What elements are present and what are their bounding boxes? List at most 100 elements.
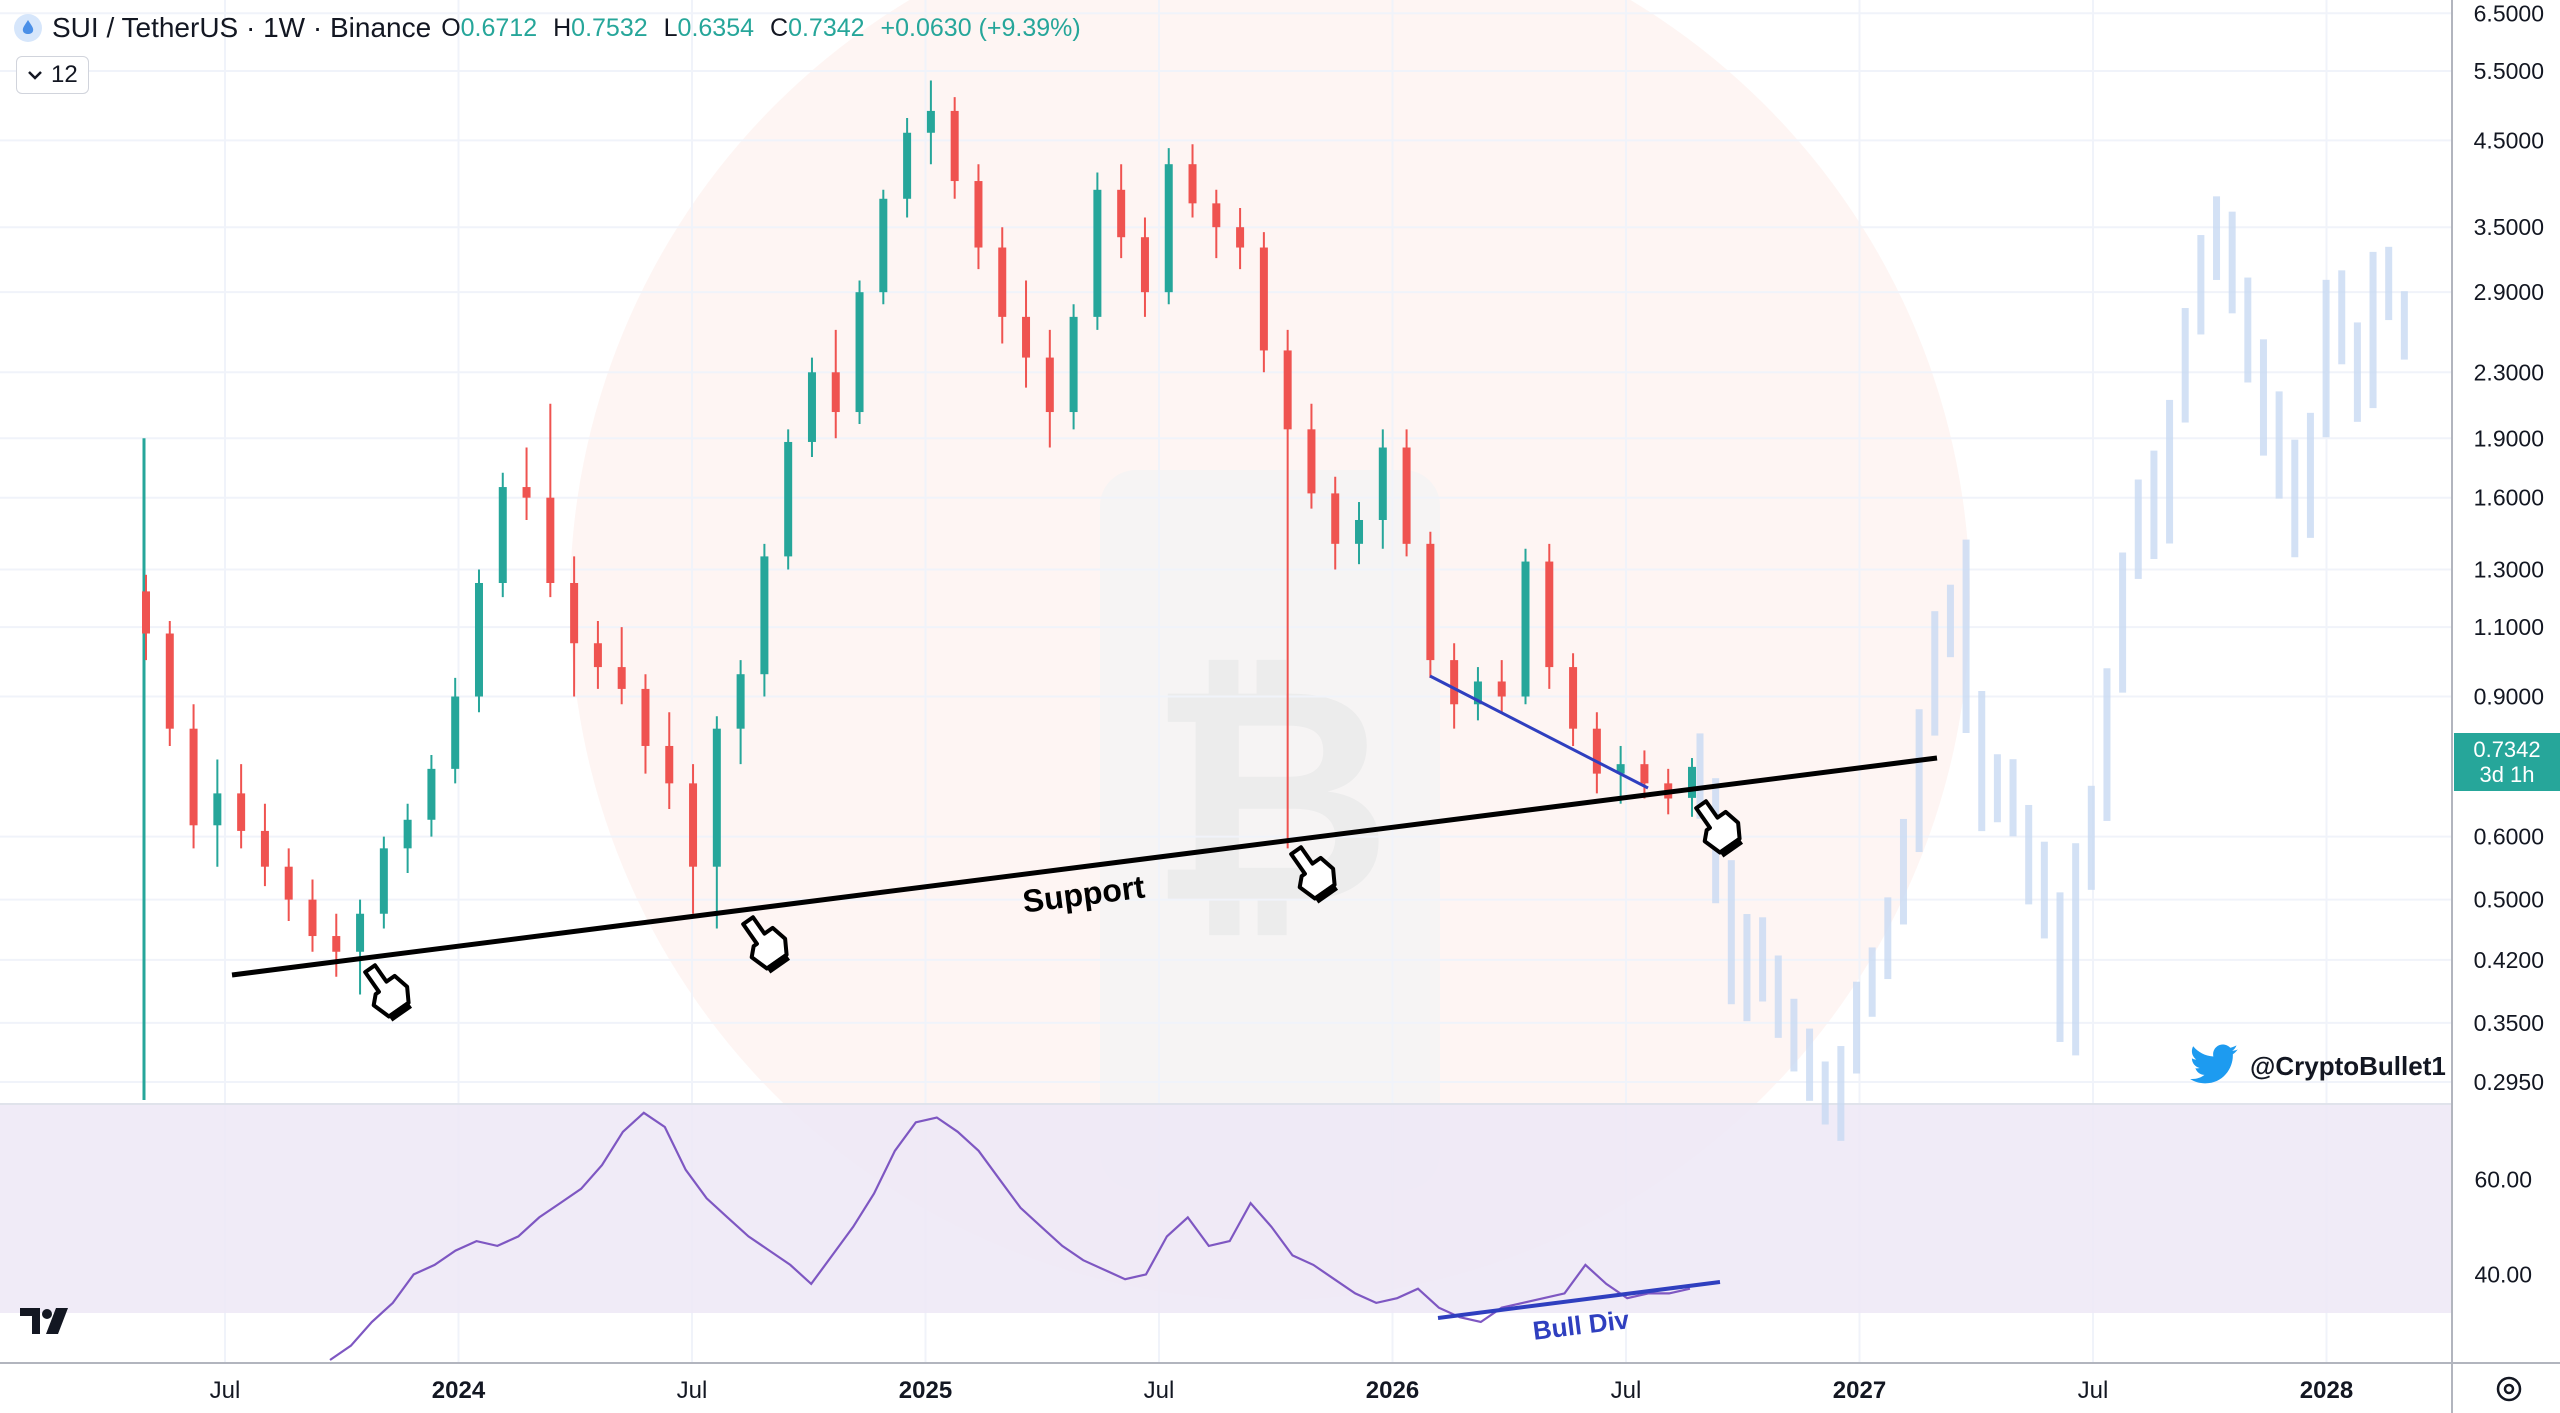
- indicators-toggle-button[interactable]: 12: [16, 56, 89, 94]
- support-line[interactable]: [231, 755, 1938, 978]
- time-tick-label: Jul: [210, 1377, 241, 1404]
- candle-body: [427, 768, 436, 820]
- candle-body: [831, 372, 840, 413]
- projection-bar: [2385, 246, 2393, 321]
- time-tick-label: 2028: [2300, 1377, 2353, 1404]
- candle-body: [403, 819, 412, 849]
- low-label: L: [663, 13, 678, 42]
- price-tick-label: 0.9000: [2474, 684, 2544, 710]
- settings-icon[interactable]: [2494, 1374, 2524, 1409]
- candle-body: [1045, 357, 1054, 413]
- projection-bar: [1759, 917, 1767, 1002]
- projection-bar: [2291, 439, 2299, 558]
- candle-body: [617, 667, 626, 689]
- price-tick-label: 1.9000: [2474, 425, 2544, 451]
- twitter-bird-icon: [2190, 1044, 2238, 1084]
- projection-bar: [2103, 668, 2111, 821]
- candle-body: [760, 556, 769, 675]
- candle-body: [1521, 561, 1530, 697]
- high-label: H: [553, 13, 572, 42]
- price-tick-label: 3.5000: [2474, 214, 2544, 240]
- candle-body: [522, 487, 531, 498]
- change-value: +0.0630 (+9.39%): [880, 13, 1081, 42]
- projection-bar: [2244, 277, 2252, 383]
- indicators-count: 12: [51, 61, 78, 88]
- candle-body: [593, 643, 602, 668]
- price-tick-label: 1.1000: [2474, 614, 2544, 640]
- candle-body: [1164, 164, 1173, 293]
- pointing-hand-icon: [1694, 799, 1744, 858]
- watermark-bitcoin-icon: ₿: [1148, 628, 1392, 964]
- candle-body: [903, 132, 912, 199]
- candle-body: [308, 899, 317, 937]
- candle-body: [1188, 164, 1197, 204]
- candle-body: [807, 372, 816, 442]
- candle-body: [926, 110, 935, 133]
- price-tick-label: 5.5000: [2474, 58, 2544, 84]
- price-tick-label: 0.4200: [2474, 947, 2544, 973]
- rsi-pane-band: [0, 1105, 2452, 1313]
- close-value: 0.7342: [788, 13, 865, 42]
- projection-bar: [2087, 785, 2095, 890]
- projection-bar: [1743, 914, 1751, 1022]
- rsi-indicator: [329, 1111, 1691, 1361]
- projection-path: [1696, 196, 2408, 1141]
- price-tick-label: 1.3000: [2474, 556, 2544, 582]
- candle-body: [165, 633, 174, 729]
- projection-bar: [2275, 391, 2283, 499]
- candle-body: [1117, 189, 1126, 238]
- last-price-tag: 0.7342 3d 1h: [2454, 733, 2560, 791]
- projection-bar: [1837, 1046, 1845, 1141]
- candle-body: [498, 487, 507, 583]
- rsi-divergence-line[interactable]: [1437, 1280, 1721, 1320]
- projection-bar: [2166, 399, 2174, 544]
- candle-body: [1236, 227, 1245, 248]
- price-tick-label: 6.5000: [2474, 0, 2544, 26]
- price-tick-label: 1.6000: [2474, 485, 2544, 511]
- candle-body: [998, 247, 1007, 317]
- projection-bar: [2072, 843, 2080, 1056]
- price-tick-label: 2.3000: [2474, 359, 2544, 385]
- projection-bar: [1993, 754, 2001, 823]
- chevron-down-icon: [28, 71, 42, 80]
- projection-bar: [2400, 291, 2408, 360]
- ohlc-values: O0.6712 H0.7532 L0.6354 C0.7342 +0.0630 …: [441, 14, 1081, 43]
- candle-body: [474, 582, 483, 697]
- projection-bar: [1915, 709, 1923, 853]
- projection-bar: [1931, 611, 1939, 736]
- time-tick-label: Jul: [1611, 1377, 1642, 1404]
- last-price: 0.7342: [2473, 737, 2541, 762]
- candle-body: [546, 497, 555, 583]
- chart-header: SUI / TetherUS · 1W · Binance O0.6712 H0…: [14, 8, 1081, 48]
- candle-body: [736, 674, 745, 729]
- projection-bar: [1978, 691, 1986, 832]
- price-scale[interactable]: [2452, 0, 2560, 1413]
- rsi-scale-labels: 60.00 40.00: [2474, 1166, 2532, 1287]
- projection-bar: [1946, 584, 1954, 658]
- tradingview-logo-icon[interactable]: [20, 1306, 76, 1341]
- candle-body: [1616, 764, 1625, 774]
- projection-bar: [1696, 733, 1704, 819]
- candle-body: [879, 198, 888, 293]
- time-axis[interactable]: Jul 2024 Jul 2025 Jul 2026 Jul 2027 Jul 2028: [210, 1377, 2354, 1404]
- price-divergence-line[interactable]: [1429, 674, 1649, 790]
- projection-bar: [1884, 897, 1892, 980]
- candle-body: [1212, 203, 1221, 228]
- candle-body: [784, 441, 793, 557]
- candle-body: [142, 591, 150, 634]
- high-value: 0.7532: [571, 13, 648, 42]
- sui-coin-icon: [14, 14, 42, 42]
- projection-bar: [2338, 270, 2346, 365]
- candle-body: [1022, 316, 1031, 358]
- price-tick-label: 0.2950: [2474, 1069, 2544, 1095]
- grid-lines: [0, 0, 2452, 1363]
- candle-body: [1093, 189, 1102, 317]
- projection-bar: [2228, 211, 2236, 314]
- candle-body: [1426, 543, 1435, 661]
- candle-body: [570, 582, 579, 644]
- rsi-line: [329, 1111, 1691, 1361]
- projection-bar: [2025, 804, 2033, 905]
- projection-bar: [1853, 981, 1861, 1074]
- symbol-title[interactable]: SUI / TetherUS · 1W · Binance: [52, 12, 432, 43]
